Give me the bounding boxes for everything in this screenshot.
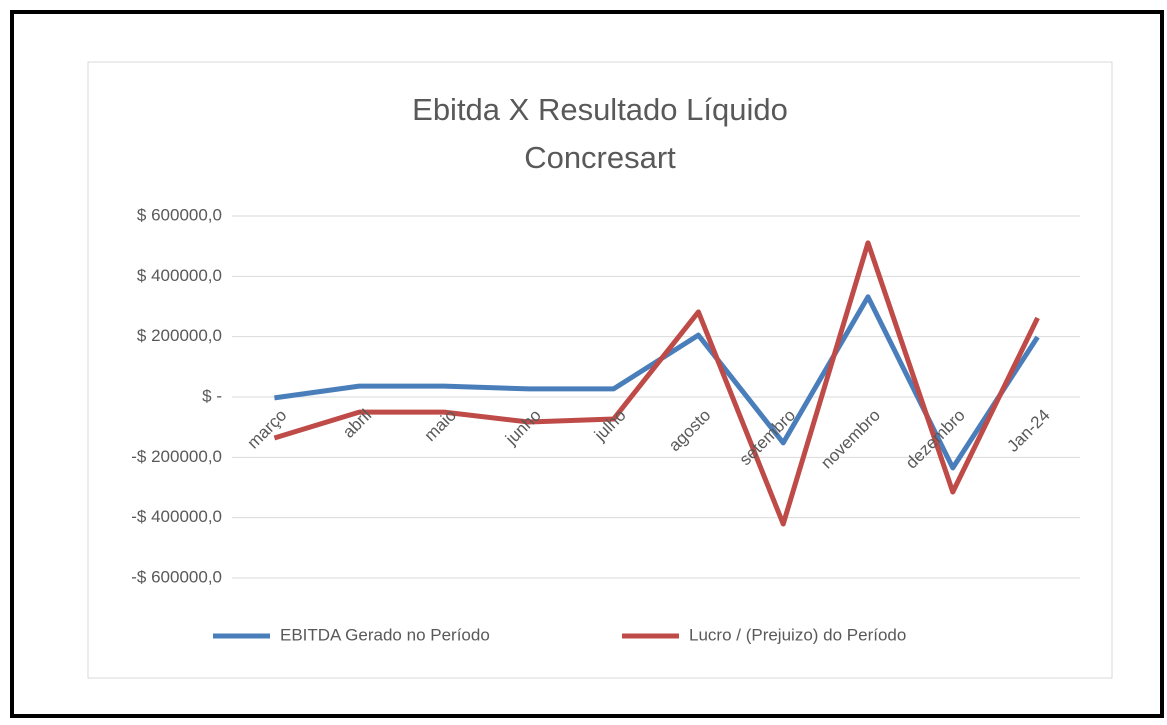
chart-title: Concresart (524, 140, 676, 175)
y-tick-label: -$ 400000,0 (131, 507, 222, 526)
y-tick-label: -$ 200000,0 (131, 447, 222, 466)
chart-title: Ebitda X Resultado Líquido (412, 92, 788, 127)
y-tick-label: -$ 600000,0 (131, 567, 222, 586)
y-tick-label: $ 400000,0 (137, 266, 222, 285)
legend-label: EBITDA Gerado no Período (280, 625, 490, 644)
y-tick-label: $ 600000,0 (137, 205, 222, 224)
series-line (273, 240, 1040, 527)
y-tick-label: $ - (202, 386, 222, 405)
frame (10, 10, 1164, 718)
legend-label: Lucro / (Prejuizo) do Período (689, 625, 906, 644)
chart-area (87, 61, 1113, 679)
y-tick-label: $ 200000,0 (137, 326, 222, 345)
